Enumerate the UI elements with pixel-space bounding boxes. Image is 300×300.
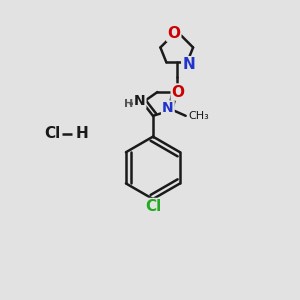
- Text: O: O: [172, 85, 185, 100]
- Text: H: H: [124, 99, 133, 109]
- Text: Cl: Cl: [44, 126, 60, 141]
- Text: CH₃: CH₃: [189, 111, 209, 121]
- Text: Cl: Cl: [145, 199, 161, 214]
- Text: O: O: [167, 26, 180, 41]
- Text: N: N: [134, 94, 146, 108]
- Text: N: N: [162, 101, 174, 116]
- Text: N: N: [182, 57, 195, 72]
- Text: H: H: [75, 126, 88, 141]
